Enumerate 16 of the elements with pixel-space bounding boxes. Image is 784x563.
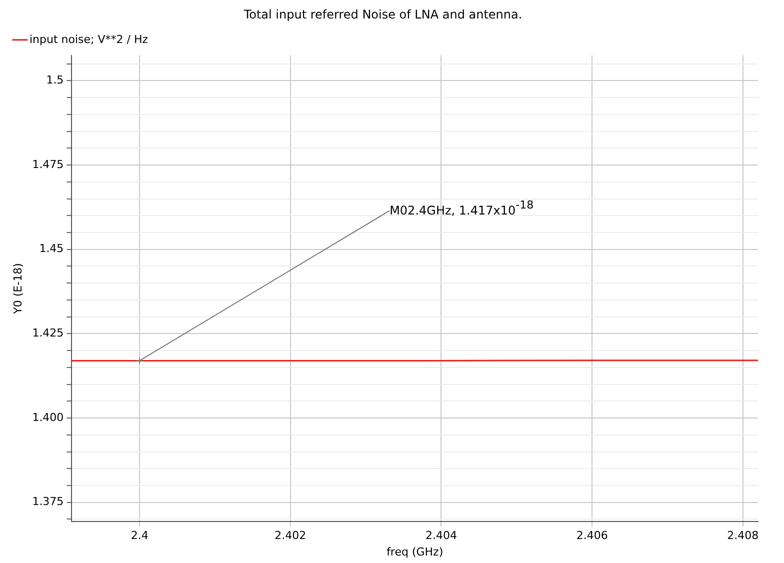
y-tick-label: 1.375 <box>32 495 64 508</box>
legend-label: input noise; V**2 / Hz <box>30 32 148 46</box>
x-tick-label: 2.406 <box>576 529 608 542</box>
x-tick-label: 2.4 <box>130 529 148 542</box>
y-tick-label: 1.5 <box>46 74 64 87</box>
x-tick-label: 2.404 <box>425 529 457 542</box>
y-axis-title: Y0 (E-18) <box>11 263 24 315</box>
y-tick-label: 1.45 <box>39 242 64 256</box>
annotation: M02.4GHz, 1.417x10-18 <box>390 198 534 218</box>
x-axis-title: freq (GHz) <box>386 545 444 558</box>
x-tick-label: 2.402 <box>274 529 306 542</box>
y-tick-label: 1.400 <box>32 410 64 424</box>
x-tick-label: 2.408 <box>727 529 759 542</box>
y-tick-label: 1.425 <box>32 326 64 340</box>
chart-title: Total input referred Noise of LNA and antenna. <box>242 7 522 22</box>
y-tick-label: 1.475 <box>32 158 64 171</box>
